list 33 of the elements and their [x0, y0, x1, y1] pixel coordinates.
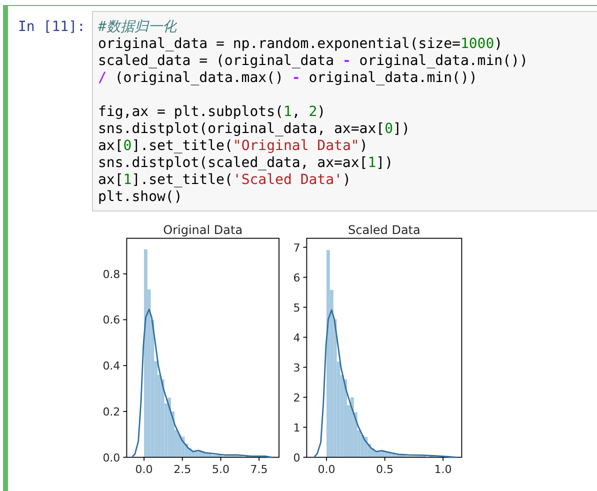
text: ax[0].set_title("Original Data")	[98, 138, 368, 154]
text: plt.show()	[98, 189, 182, 205]
y-tick-label: 0.8	[102, 268, 120, 281]
y-tick-label: 0.0	[102, 451, 120, 464]
y-tick-label: 7	[293, 241, 300, 254]
text: #数据归一化	[97, 19, 178, 35]
y-tick-label: 1	[293, 421, 300, 434]
y-tick-label: 6	[293, 271, 300, 284]
x-tick-label: 7.5	[250, 462, 268, 476]
y-tick-label: 3	[293, 361, 300, 374]
y-tick-label: 4	[293, 331, 300, 344]
y-tick-label: 5	[293, 301, 300, 314]
y-tick-label: 0.4	[102, 360, 120, 373]
x-tick-label: 0.0	[318, 462, 336, 476]
x-tick-label: 2.5	[174, 462, 192, 476]
text: In [11]:	[18, 19, 86, 35]
y-tick-label: 0.6	[102, 314, 120, 327]
text: sns.distplot(original_data, ax=ax[0])	[98, 121, 410, 137]
chart-title: Original Data	[163, 222, 243, 237]
text: fig,ax = plt.subplots(1, 2)	[98, 104, 326, 120]
text: / (original_data.max() - original_data.min())	[98, 70, 478, 86]
x-tick-label: 1.0	[434, 462, 452, 476]
y-tick-label: 0.2	[102, 405, 120, 418]
x-tick-label: 0.5	[376, 462, 394, 476]
text: scaled_data = (original_data - original_data.min())	[98, 53, 528, 69]
y-tick-label: 2	[293, 391, 300, 404]
x-tick-label: 5.0	[212, 462, 230, 476]
y-tick-label: 0	[293, 451, 300, 464]
x-tick-label: 0.0	[135, 462, 153, 476]
text: ax[1].set_title('Scaled Data')	[98, 172, 351, 188]
text: original_data = np.random.exponential(size=1000)	[98, 36, 503, 52]
chart-title: Scaled Data	[348, 222, 420, 237]
text: sns.distplot(scaled_data, ax=ax[1])	[98, 155, 394, 171]
